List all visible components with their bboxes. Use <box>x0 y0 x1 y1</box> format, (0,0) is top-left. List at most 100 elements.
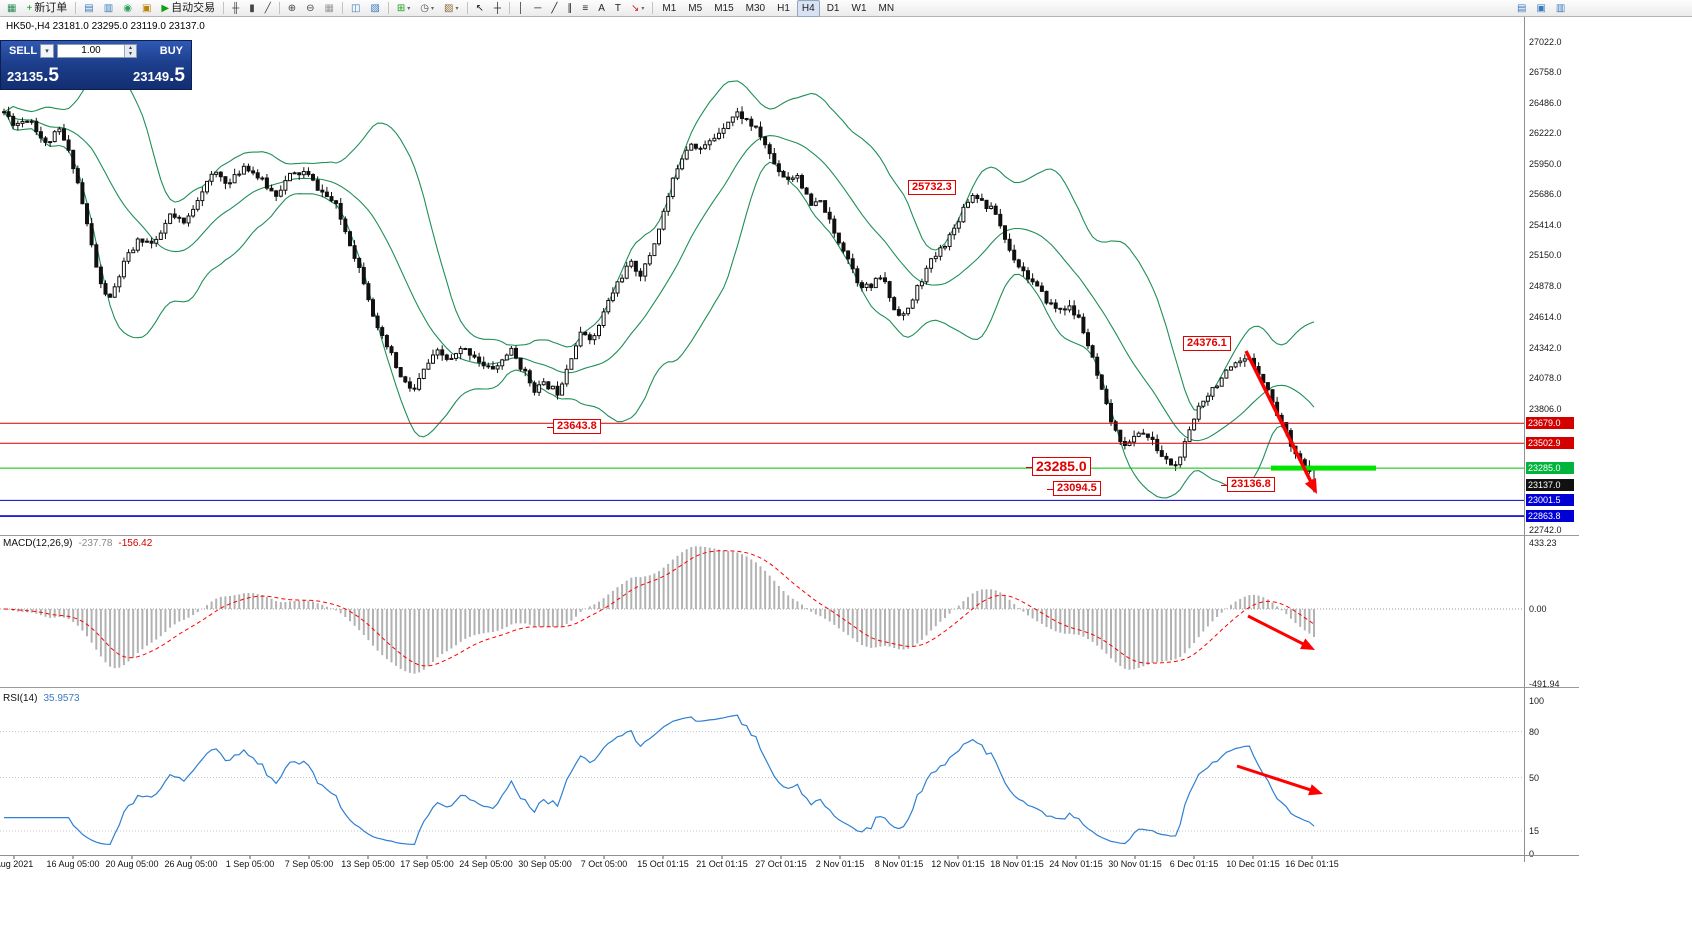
channel-button[interactable]: ∥ <box>563 0 576 17</box>
price-axis-badge: 23679.0 <box>1526 417 1574 430</box>
macd-main-value: -237.78 <box>78 538 113 549</box>
grid-toggle-button[interactable]: ▦ <box>321 0 338 17</box>
zoom-in-button[interactable]: ⊕ <box>284 0 300 17</box>
horizontal-line-button[interactable]: ─ <box>530 0 545 17</box>
cascade-windows-icon: ▧ <box>370 2 380 14</box>
channel-icon: ∥ <box>567 2 573 14</box>
navigator-button[interactable]: ◉ <box>119 0 136 17</box>
cascade-windows-button[interactable]: ▧ <box>366 0 383 17</box>
indicators-button[interactable]: ⊞ ▾ <box>393 0 414 17</box>
time-axis-label: 13 Sep 05:00 <box>341 859 395 869</box>
time-axis-label: 17 Sep 05:00 <box>400 859 454 869</box>
price-axis-label: 25950.0 <box>1529 159 1562 170</box>
toolbar-separator <box>652 2 654 14</box>
line-chart-type-button[interactable]: ╱ <box>261 0 275 17</box>
indicators-plus-icon: ⊞ <box>396 2 406 14</box>
price-flag-25732.3[interactable]: 25732.3 <box>908 180 956 195</box>
price-axis-label: 26222.0 <box>1529 128 1562 139</box>
data-window-button[interactable]: ▥ <box>100 0 117 17</box>
autotrade-button[interactable]: ▶ 自动交易 <box>157 0 219 17</box>
price-flag-23094.5[interactable]: 23094.5 <box>1047 481 1101 496</box>
arrow-objects-button[interactable]: ↘ ▾ <box>627 0 648 17</box>
price-flag-23643.8[interactable]: 23643.8 <box>547 419 601 434</box>
toolbar-separator <box>508 2 510 14</box>
volume-input[interactable]: 1.00 ▲ ▼ <box>57 44 137 58</box>
time-axis[interactable]: Aug 2021 16 Aug 05:00 20 Aug 05:00 26 Aug 0… <box>0 855 1579 873</box>
spinner-down-icon[interactable]: ▼ <box>128 51 133 57</box>
timeframe-h1-button[interactable]: H1 <box>777 2 790 14</box>
text-label-button[interactable]: T <box>611 0 625 17</box>
one-click-menu-button[interactable]: ▾ <box>40 44 54 58</box>
price-axis-badge: 23001.5 <box>1526 494 1574 507</box>
crosshair-button[interactable]: ┼ <box>490 0 505 17</box>
chart-profile-3-button[interactable]: ▥ <box>1552 0 1569 17</box>
timeframe-m5-button[interactable]: M5 <box>688 2 703 14</box>
market-watch-button[interactable]: ▤ <box>80 0 97 17</box>
timeframe-h4-button[interactable]: H4 <box>796 0 820 17</box>
cursor-arrow-icon: ↖ <box>475 2 484 14</box>
sell-button[interactable]: 23135.5 <box>7 65 59 87</box>
bars-chart-type-button[interactable]: ╫ <box>228 0 243 17</box>
price-flag-23285.0[interactable]: 23285.0 <box>1026 457 1091 476</box>
time-axis-label: 16 Dec 01:15 <box>1285 859 1339 869</box>
green-highlight-segment[interactable] <box>1271 465 1376 471</box>
line-chart-icon: ╱ <box>264 2 271 14</box>
clock-icon: ◷ <box>420 2 430 14</box>
autotrade-button-label: 自动交易 <box>171 1 216 14</box>
price-flag-23136.8[interactable]: 23136.8 <box>1221 477 1275 492</box>
new-chart-button[interactable]: ▦ <box>3 0 20 17</box>
tile-windows-button[interactable]: ◫ <box>347 0 364 17</box>
price-axis-label: 0 <box>1529 849 1535 859</box>
text-button[interactable]: A <box>594 0 609 17</box>
price-axis[interactable]: 27022.0 26758.0 26486.0 26222.0 25950.0 25686… <box>1524 17 1579 862</box>
timeframe-m30-button[interactable]: M30 <box>745 2 766 14</box>
cursor-button[interactable]: ↖ <box>472 0 488 17</box>
timeframe-w1-button[interactable]: W1 <box>851 2 867 14</box>
price-flag-24376.1[interactable]: 24376.1 <box>1183 336 1231 351</box>
fibonacci-button[interactable]: ≡ <box>578 0 592 17</box>
toolbar-separator <box>387 2 389 14</box>
timeframe-m15-button[interactable]: M15 <box>714 2 734 14</box>
terminal-icon: ▣ <box>141 2 152 14</box>
grid-icon: ▦ <box>324 2 334 14</box>
timeframe-mn-button[interactable]: MN <box>878 2 895 14</box>
zoom-out-button[interactable]: ⊖ <box>302 0 318 17</box>
chart-canvas[interactable] <box>0 0 1692 874</box>
new-order-button[interactable]: + 新订单 <box>22 0 71 17</box>
chart-profile-1-button[interactable]: ▤ <box>1513 0 1530 17</box>
toolbar-left: ▦ + 新订单 ▤ ▥ ◉ ▣ ▶ 自动交易 ╫ ▮ ╱ ⊕ ⊖ ▦ ◫ ▧ ⊞ ▾ ◷ ▾ ▨ ▾ ↖ ┼ │ ─ ╱ ∥ ≡ A T ↘ ▾ M… <box>2 0 900 17</box>
trendline-button[interactable]: ╱ <box>547 0 561 17</box>
toolbar-separator <box>223 2 225 14</box>
candles-chart-type-button[interactable]: ▮ <box>245 0 259 17</box>
buy-button[interactable]: 23149.5 <box>133 65 185 87</box>
price-axis-label: 24614.0 <box>1529 311 1562 322</box>
time-axis-label: Aug 2021 <box>0 859 34 869</box>
time-axis-label: 24 Sep 05:00 <box>459 859 513 869</box>
indicators-button-dropdown-icon: ▾ <box>407 5 411 12</box>
buy-label: BUY <box>159 45 183 57</box>
time-axis-label: 8 Nov 01:15 <box>874 859 924 869</box>
time-axis-label: 24 Nov 01:15 <box>1049 859 1103 869</box>
timeframe-d1-button[interactable]: D1 <box>826 2 840 14</box>
templates-button[interactable]: ▨ ▾ <box>440 0 462 17</box>
volume-spinner[interactable]: ▲ ▼ <box>124 45 136 57</box>
one-click-trading-panel: SELL ▾ 1.00 ▲ ▼ BUY 23135.5 23149.5 <box>0 40 192 90</box>
price-axis-badge: 23137.0 <box>1526 478 1574 491</box>
periods-menu-button[interactable]: ◷ ▾ <box>416 0 438 17</box>
main-macd-separator[interactable] <box>0 535 1579 536</box>
time-axis-label: 26 Aug 05:00 <box>164 859 218 869</box>
spinner-up-icon[interactable]: ▲ <box>128 45 133 51</box>
fibonacci-icon: ≡ <box>582 2 589 14</box>
horizontal-line-icon: ─ <box>534 2 542 14</box>
macd-label: MACD(12,26,9) -237.78 -156.42 <box>3 538 152 549</box>
zoom-out-icon: ⊖ <box>306 2 315 14</box>
vertical-line-button[interactable]: │ <box>514 0 528 17</box>
macd-rsi-separator[interactable] <box>0 687 1579 688</box>
chart-profile-2-button[interactable]: ▣ <box>1532 0 1549 17</box>
terminal-button[interactable]: ▣ <box>138 0 155 17</box>
trend-arrows[interactable] <box>1236 350 1323 796</box>
horizontal-level-lines[interactable] <box>0 422 1524 517</box>
buy-price: 23149 <box>132 69 170 84</box>
macd-name: MACD(12,26,9) <box>3 538 73 549</box>
timeframe-m1-button[interactable]: M1 <box>662 2 677 14</box>
